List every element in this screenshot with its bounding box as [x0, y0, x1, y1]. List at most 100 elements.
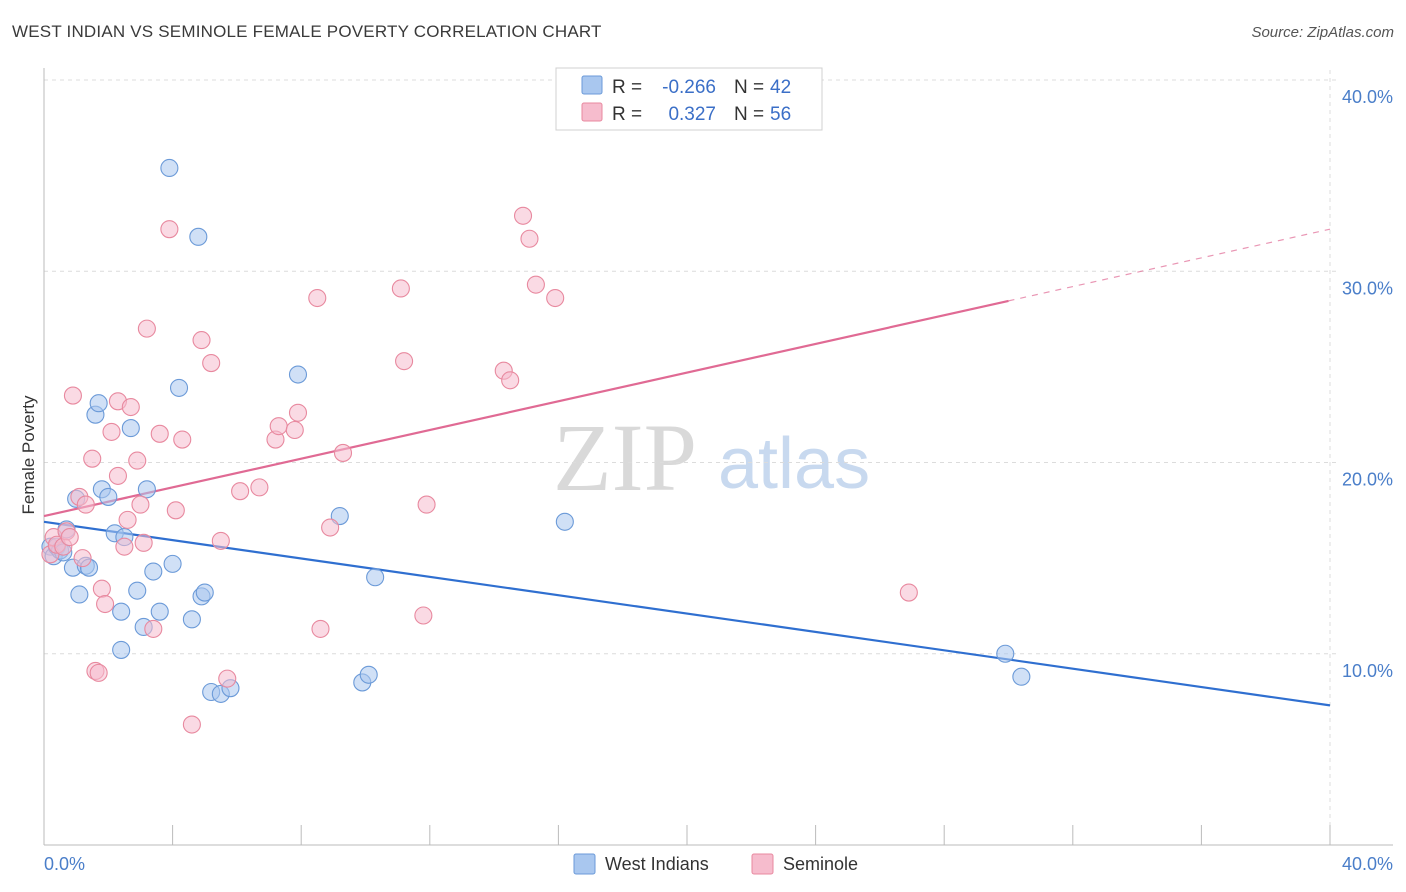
point-seminole	[63, 386, 82, 405]
point-seminole	[513, 206, 533, 225]
point-seminole	[311, 619, 330, 638]
point-seminole	[308, 288, 327, 308]
point-seminole	[288, 403, 308, 422]
point-seminole	[520, 229, 539, 248]
point-seminole	[414, 606, 433, 625]
point-seminole	[128, 451, 147, 470]
point-west-indians	[288, 365, 308, 384]
point-seminole	[546, 288, 565, 308]
trend-line-west-indians	[43, 520, 1331, 707]
bottom-legend-swatch-west-indians	[573, 853, 596, 875]
point-seminole	[211, 531, 230, 550]
legend-n-value-2: 56	[770, 104, 791, 125]
watermark-zip: ZIP	[553, 404, 697, 511]
point-west-indians	[169, 378, 189, 397]
y-tick-label: 30.0%	[1342, 278, 1393, 298]
point-seminole	[526, 275, 545, 294]
point-seminole	[150, 424, 169, 443]
point-west-indians	[70, 585, 89, 604]
point-seminole	[231, 482, 250, 501]
legend-r-label-2: R =	[612, 104, 642, 125]
point-west-indians	[163, 554, 182, 573]
point-seminole	[115, 537, 134, 556]
point-west-indians	[128, 581, 147, 600]
stats-legend: R = -0.266 N = 42 R = 0.327 N = 56	[555, 67, 823, 131]
point-seminole	[173, 430, 192, 449]
legend-swatch-west-indians	[581, 75, 603, 95]
series-legend: West Indians Seminole	[573, 853, 858, 875]
y-tick-label: 10.0%	[1342, 661, 1393, 681]
point-seminole	[96, 594, 115, 614]
y-axis-title: Female Poverty	[19, 395, 38, 515]
point-seminole	[182, 715, 201, 734]
point-west-indians	[555, 512, 574, 531]
point-seminole	[395, 352, 414, 371]
y-tick-label: 40.0%	[1342, 87, 1393, 107]
point-seminole	[166, 501, 185, 520]
point-west-indians	[137, 480, 156, 499]
point-seminole	[321, 518, 340, 537]
bottom-legend-label-seminole: Seminole	[783, 854, 858, 874]
point-seminole	[134, 533, 153, 552]
point-seminole	[144, 619, 163, 638]
point-seminole	[92, 579, 111, 598]
legend-n-value-1: 42	[770, 77, 791, 98]
x-tick-label-start: 0.0%	[44, 854, 85, 874]
y-tick-label: 20.0%	[1342, 470, 1393, 490]
source-credit: Source: ZipAtlas.com	[1251, 24, 1394, 41]
point-seminole	[76, 495, 95, 514]
x-tick-label-end: 40.0%	[1342, 854, 1393, 874]
point-seminole	[121, 397, 140, 417]
point-west-indians	[121, 419, 140, 438]
point-seminole	[501, 371, 520, 390]
point-west-indians	[112, 602, 131, 621]
point-west-indians	[99, 487, 118, 506]
legend-r-value-2: 0.327	[668, 104, 716, 125]
grid-lines: 10.0% 20.0% 30.0% 40.0%	[44, 70, 1393, 845]
point-seminole	[60, 528, 79, 547]
point-west-indians	[182, 610, 201, 629]
point-west-indians	[89, 394, 108, 413]
bottom-legend-swatch-seminole	[751, 853, 774, 875]
point-west-indians	[366, 568, 385, 587]
point-west-indians	[996, 644, 1015, 663]
legend-r-label-1: R =	[612, 77, 642, 98]
legend-n-label-2: N =	[734, 104, 764, 125]
trend-line-seminole	[43, 299, 1009, 518]
point-west-indians	[150, 602, 169, 621]
watermark: ZIP atlas	[553, 404, 870, 511]
watermark-atlas: atlas	[718, 424, 870, 504]
point-seminole	[218, 669, 237, 688]
legend-swatch-seminole	[581, 102, 603, 122]
point-seminole	[192, 331, 211, 350]
legend-n-label-1: N =	[734, 77, 764, 98]
trend-lines	[43, 228, 1331, 707]
point-west-indians	[1012, 667, 1031, 686]
point-seminole	[137, 319, 156, 338]
data-points	[41, 158, 1031, 734]
point-seminole	[250, 478, 269, 497]
point-west-indians	[144, 562, 163, 581]
point-seminole	[333, 443, 353, 462]
point-seminole	[118, 510, 137, 529]
point-seminole	[269, 417, 288, 436]
point-seminole	[391, 279, 410, 298]
point-west-indians	[160, 158, 179, 178]
point-seminole	[89, 663, 108, 682]
point-seminole	[131, 495, 150, 514]
chart-title: WEST INDIAN VS SEMINOLE FEMALE POVERTY C…	[12, 22, 602, 41]
point-west-indians	[195, 583, 214, 602]
point-seminole	[417, 495, 436, 514]
trend-line-extension-seminole	[1008, 228, 1331, 302]
point-west-indians	[112, 640, 131, 659]
point-seminole	[285, 420, 304, 440]
point-west-indians	[359, 665, 378, 684]
point-seminole	[108, 466, 127, 485]
point-seminole	[202, 353, 221, 373]
point-west-indians	[189, 227, 208, 246]
axes: 0.0% 40.0%	[43, 68, 1393, 874]
point-seminole	[160, 220, 179, 239]
point-seminole	[73, 549, 92, 568]
point-seminole	[899, 583, 918, 602]
